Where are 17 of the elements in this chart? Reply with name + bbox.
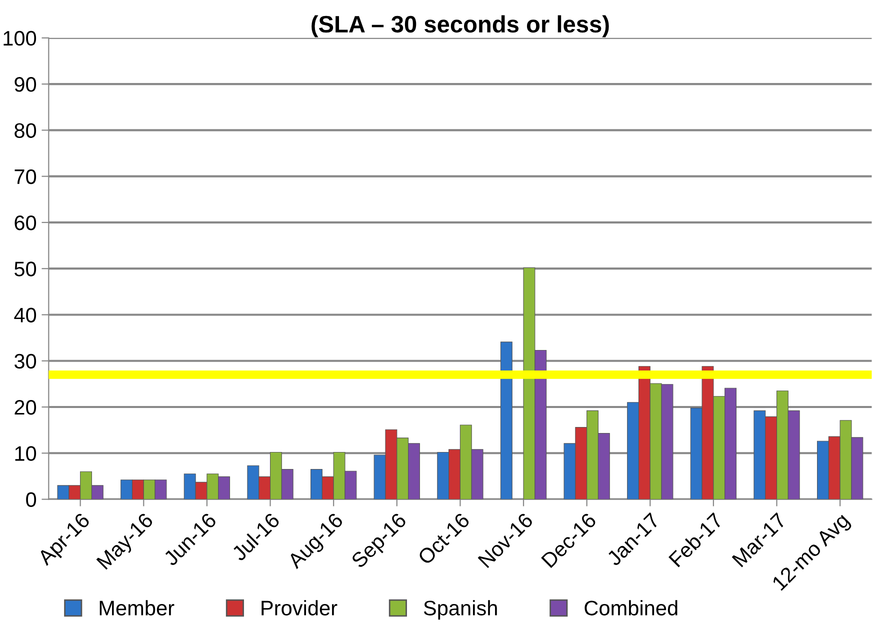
legend-label: Combined [584, 600, 678, 616]
legend-label: Provider [262, 600, 338, 616]
bar [500, 342, 512, 500]
y-tick-label: 50 [14, 262, 36, 276]
y-tick-label: 10 [15, 446, 36, 461]
y-tick-label: 30 [14, 354, 36, 369]
y-tick-label: 40 [14, 308, 36, 322]
y-tick-label: 60 [14, 215, 36, 230]
y-tick-label: 70 [14, 169, 36, 184]
legend-label: Spanish [424, 600, 497, 620]
y-tick-label: 0 [26, 492, 36, 508]
y-tick-label: 90 [14, 77, 36, 92]
legend-label: Member [100, 600, 174, 616]
y-tick-label: 20 [14, 400, 36, 415]
y-tick-label: 100 [4, 30, 36, 46]
chart-title: (SLA – 30 seconds or less) [312, 15, 609, 38]
y-tick-label: 80 [14, 123, 36, 138]
